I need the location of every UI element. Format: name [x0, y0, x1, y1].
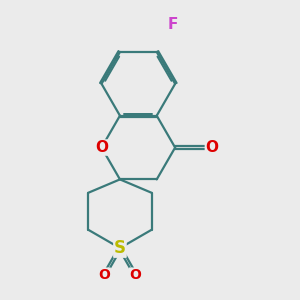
Text: O: O — [98, 268, 110, 282]
Text: O: O — [95, 140, 108, 155]
Text: F: F — [167, 17, 178, 32]
Text: O: O — [206, 140, 218, 155]
Text: O: O — [130, 268, 142, 282]
Text: S: S — [114, 239, 126, 257]
